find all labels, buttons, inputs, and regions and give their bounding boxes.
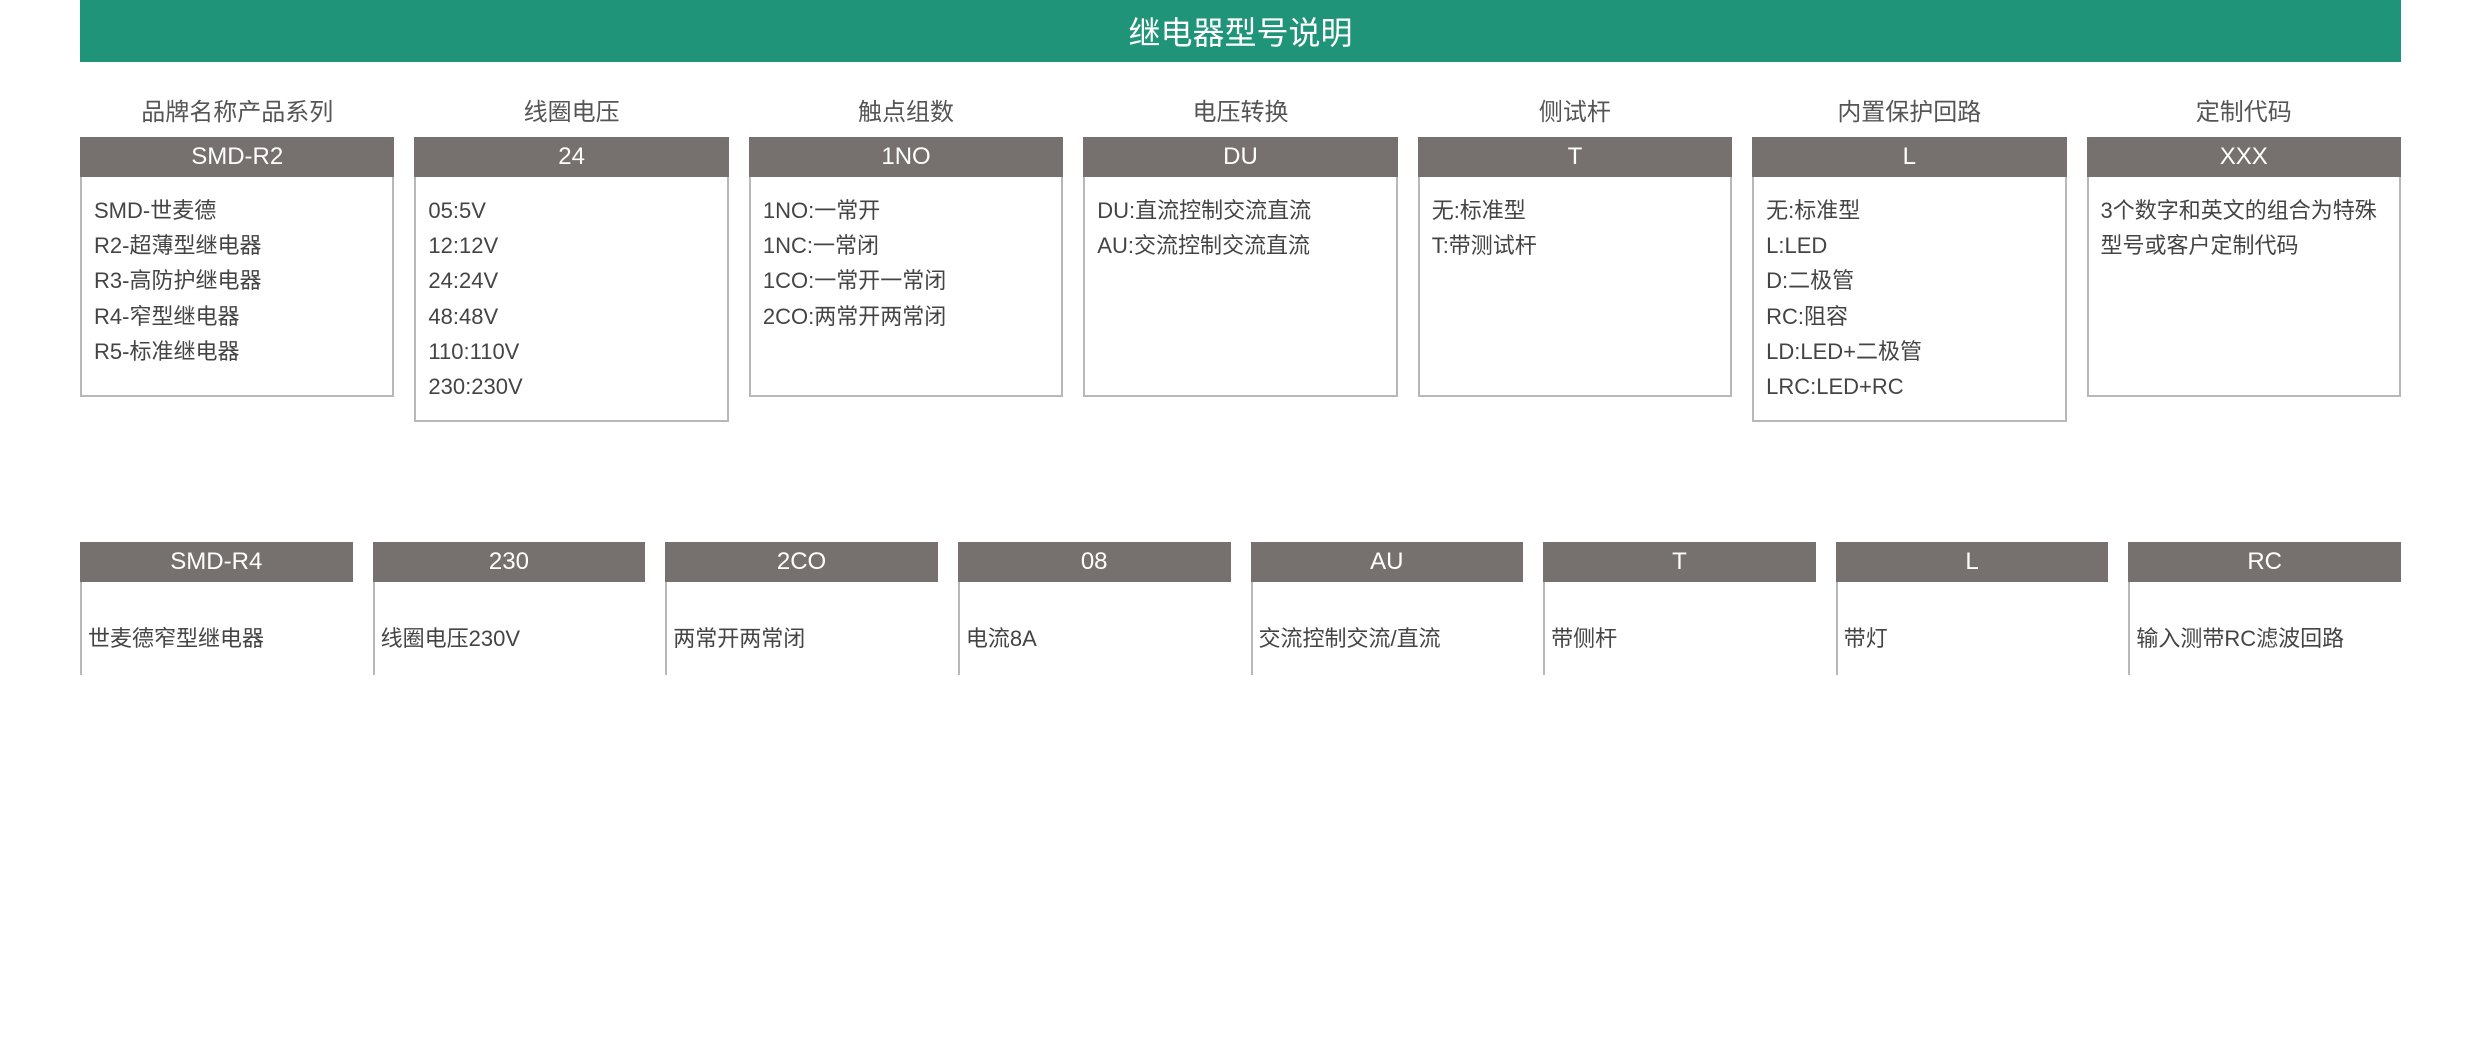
- column-code: 230: [373, 542, 646, 582]
- desc-line: 1NO:一常开: [763, 193, 1049, 228]
- column-desc: 1NO:一常开1NC:一常闭1CO:一常开一常闭2CO:两常开两常闭: [749, 177, 1063, 397]
- desc-line: R2-超薄型继电器: [94, 228, 380, 263]
- column-desc: 3个数字和英文的组合为特殊型号或客户定制代码: [2087, 177, 2401, 397]
- top-column: 定制代码 XXX 3个数字和英文的组合为特殊型号或客户定制代码: [2087, 92, 2401, 422]
- desc-line: 24:24V: [428, 263, 714, 298]
- desc-line: 12:12V: [428, 228, 714, 263]
- column-desc: 世麦德窄型继电器: [80, 582, 353, 675]
- column-label: 线圈电压: [414, 92, 728, 127]
- desc-line: 无:标准型: [1766, 193, 2052, 228]
- top-column: 侧试杆T无:标准型T:带测试杆: [1418, 92, 1732, 422]
- bottom-column: SMD-R4世麦德窄型继电器: [80, 542, 353, 675]
- page-title: 继电器型号说明: [80, 0, 2401, 62]
- column-desc: 带灯: [1836, 582, 2109, 675]
- desc-line: LD:LED+二极管: [1766, 334, 2052, 369]
- desc-line: 230:230V: [428, 369, 714, 404]
- column-label: 定制代码: [2087, 92, 2401, 127]
- desc-line: R5-标准继电器: [94, 334, 380, 369]
- desc-line: D:二极管: [1766, 263, 2052, 298]
- bottom-column: 08电流8A: [958, 542, 1231, 675]
- column-code: L: [1836, 542, 2109, 582]
- desc-line: 无:标准型: [1432, 193, 1718, 228]
- column-code: SMD-R2: [80, 137, 394, 177]
- column-desc: 电流8A: [958, 582, 1231, 675]
- desc-line: LRC:LED+RC: [1766, 369, 2052, 404]
- top-column: 触点组数1NO1NO:一常开1NC:一常闭1CO:一常开一常闭2CO:两常开两常…: [749, 92, 1063, 422]
- bottom-column: AU交流控制交流/直流: [1251, 542, 1524, 675]
- top-column: 内置保护回路L无:标准型L:LEDD:二极管RC:阻容LD:LED+二极管LRC…: [1752, 92, 2066, 422]
- column-desc: SMD-世麦德R2-超薄型继电器R3-高防护继电器R4-窄型继电器R5-标准继电…: [80, 177, 394, 397]
- column-desc: 无:标准型L:LEDD:二极管RC:阻容LD:LED+二极管LRC:LED+RC: [1752, 177, 2066, 422]
- top-column: 电压转换DUDU:直流控制交流直流AU:交流控制交流直流: [1083, 92, 1397, 422]
- desc-line: DU:直流控制交流直流: [1097, 193, 1383, 228]
- column-code: 1NO: [749, 137, 1063, 177]
- desc-line: 1NC:一常闭: [763, 228, 1049, 263]
- top-column: 品牌名称产品系列SMD-R2SMD-世麦德R2-超薄型继电器R3-高防护继电器R…: [80, 92, 394, 422]
- desc-line: 3个数字和英文的组合为特殊型号或客户定制代码: [2101, 193, 2387, 263]
- desc-line: L:LED: [1766, 228, 2052, 263]
- column-desc: 交流控制交流/直流: [1251, 582, 1524, 675]
- column-label: 内置保护回路: [1752, 92, 2066, 127]
- column-label: 触点组数: [749, 92, 1063, 127]
- desc-line: RC:阻容: [1766, 299, 2052, 334]
- column-desc: 无:标准型T:带测试杆: [1418, 177, 1732, 397]
- top-section: 品牌名称产品系列SMD-R2SMD-世麦德R2-超薄型继电器R3-高防护继电器R…: [0, 92, 2481, 422]
- column-code: RC: [2128, 542, 2401, 582]
- column-code: SMD-R4: [80, 542, 353, 582]
- column-code: 2CO: [665, 542, 938, 582]
- column-code: T: [1418, 137, 1732, 177]
- column-desc: 05:5V12:12V24:24V48:48V110:110V230:230V: [414, 177, 728, 422]
- column-desc: DU:直流控制交流直流AU:交流控制交流直流: [1083, 177, 1397, 397]
- desc-line: 2CO:两常开两常闭: [763, 299, 1049, 334]
- desc-line: T:带测试杆: [1432, 228, 1718, 263]
- desc-line: SMD-世麦德: [94, 193, 380, 228]
- bottom-column: 230线圈电压230V: [373, 542, 646, 675]
- bottom-section: SMD-R4世麦德窄型继电器230线圈电压230V2CO两常开两常闭08电流8A…: [0, 542, 2481, 675]
- column-desc: 带侧杆: [1543, 582, 1816, 675]
- bottom-column: L带灯: [1836, 542, 2109, 675]
- column-code: DU: [1083, 137, 1397, 177]
- column-label: 电压转换: [1083, 92, 1397, 127]
- bottom-column: RC输入测带RC滤波回路: [2128, 542, 2401, 675]
- desc-line: 110:110V: [428, 334, 714, 369]
- desc-line: AU:交流控制交流直流: [1097, 228, 1383, 263]
- column-desc: 输入测带RC滤波回路: [2128, 582, 2401, 675]
- column-label: 侧试杆: [1418, 92, 1732, 127]
- desc-line: 1CO:一常开一常闭: [763, 263, 1049, 298]
- column-code: T: [1543, 542, 1816, 582]
- column-code: AU: [1251, 542, 1524, 582]
- column-desc: 两常开两常闭: [665, 582, 938, 675]
- desc-line: 48:48V: [428, 299, 714, 334]
- desc-line: R4-窄型继电器: [94, 299, 380, 334]
- top-column: 线圈电压2405:5V12:12V24:24V48:48V110:110V230…: [414, 92, 728, 422]
- bottom-column: 2CO两常开两常闭: [665, 542, 938, 675]
- column-code: 24: [414, 137, 728, 177]
- bottom-column: T带侧杆: [1543, 542, 1816, 675]
- column-code: L: [1752, 137, 2066, 177]
- column-desc: 线圈电压230V: [373, 582, 646, 675]
- desc-line: R3-高防护继电器: [94, 263, 380, 298]
- column-code: 08: [958, 542, 1231, 582]
- column-label: 品牌名称产品系列: [80, 92, 394, 127]
- desc-line: 05:5V: [428, 193, 714, 228]
- column-code: XXX: [2087, 137, 2401, 177]
